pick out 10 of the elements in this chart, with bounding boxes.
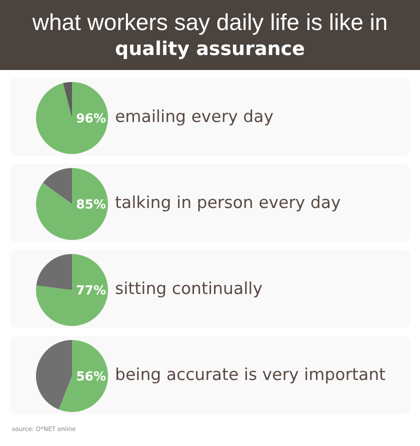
chart-title: what workers say daily life is like in xyxy=(31,8,389,36)
slice-label: being accurate is very important xyxy=(115,364,386,386)
slice-label: sitting continually xyxy=(115,278,263,300)
data-label: 77% xyxy=(76,282,106,298)
data-label: 96% xyxy=(76,110,106,126)
chart-subtitle: quality assurance xyxy=(114,37,306,62)
data-label: 56% xyxy=(76,368,106,384)
slice-label: emailing every day xyxy=(115,106,274,128)
data-label: 85% xyxy=(76,196,106,212)
slice-label: talking in person every day xyxy=(115,192,341,214)
